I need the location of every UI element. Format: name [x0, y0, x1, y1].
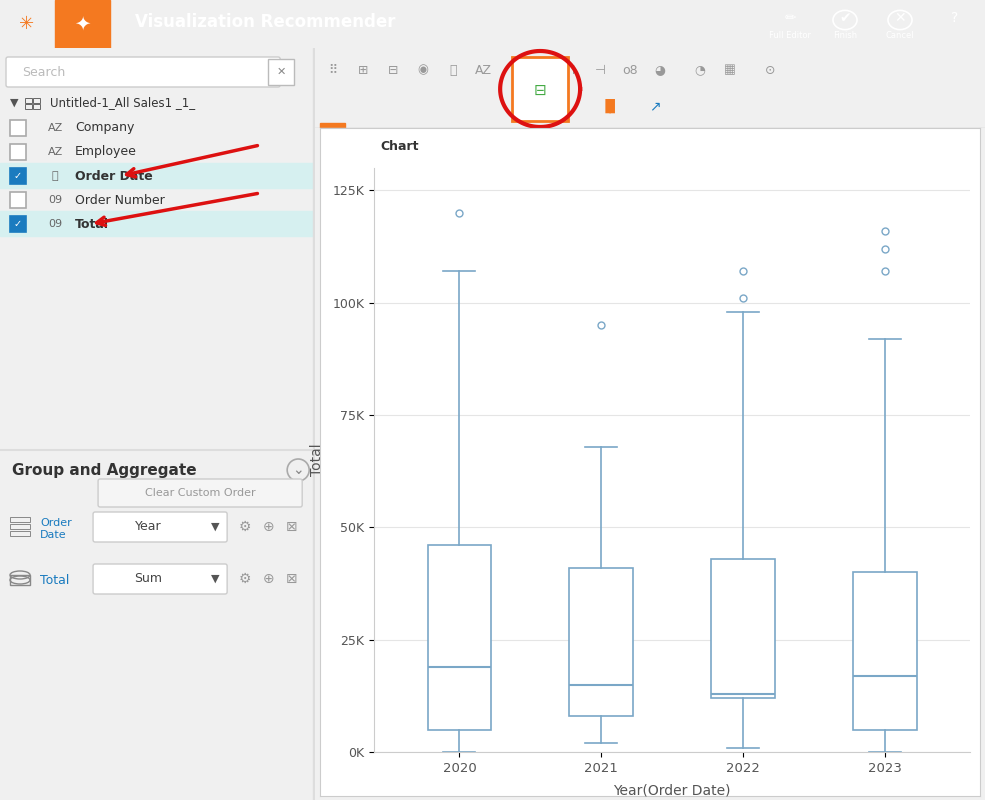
Text: ⊟: ⊟ — [534, 82, 547, 98]
Bar — [10, 524, 30, 529]
Text: ?: ? — [952, 10, 958, 25]
Text: ⊙: ⊙ — [764, 63, 775, 77]
Text: Untitled-1_All Sales1 _1_: Untitled-1_All Sales1 _1_ — [50, 97, 195, 110]
Text: ✕: ✕ — [894, 10, 906, 25]
Bar — [10, 531, 30, 536]
PathPatch shape — [853, 572, 917, 730]
Text: ▐: ▐ — [535, 63, 545, 77]
Text: ⊞: ⊞ — [358, 63, 368, 77]
Text: ✓: ✓ — [14, 219, 22, 229]
Text: Group and Aggregate: Group and Aggregate — [12, 462, 197, 478]
Text: ⧗: ⧗ — [449, 63, 457, 77]
Text: Order
Date: Order Date — [40, 518, 72, 540]
Text: ✔: ✔ — [839, 10, 851, 25]
Text: ◉: ◉ — [418, 63, 428, 77]
Bar — [10, 192, 26, 208]
Text: Order Number: Order Number — [75, 194, 164, 206]
Bar — [10, 144, 26, 160]
PathPatch shape — [569, 568, 633, 716]
Text: ✏: ✏ — [784, 10, 796, 25]
Text: ✕: ✕ — [277, 67, 286, 77]
Text: Company: Company — [75, 122, 134, 134]
Text: ✦: ✦ — [74, 14, 91, 34]
Bar — [320, 123, 345, 128]
Text: Total: Total — [40, 574, 69, 586]
Text: Sum: Sum — [134, 573, 163, 586]
PathPatch shape — [427, 546, 492, 730]
Text: Clear Custom Order: Clear Custom Order — [145, 488, 255, 498]
Text: Year: Year — [135, 521, 162, 534]
Bar — [10, 168, 26, 184]
Text: ↗: ↗ — [649, 99, 661, 113]
FancyBboxPatch shape — [93, 512, 228, 542]
X-axis label: Year(Order Date): Year(Order Date) — [614, 783, 731, 797]
Text: ◔: ◔ — [694, 63, 705, 77]
Text: Employee: Employee — [75, 146, 137, 158]
FancyBboxPatch shape — [512, 57, 568, 121]
Bar — [33, 98, 40, 103]
Text: ✳: ✳ — [20, 15, 34, 33]
Text: AZ: AZ — [475, 63, 492, 77]
Bar — [10, 216, 26, 232]
Text: ⊕: ⊕ — [262, 520, 274, 534]
Text: Visualization Recommender: Visualization Recommender — [135, 14, 396, 31]
Text: ⊠: ⊠ — [286, 520, 297, 534]
Text: Chart: Chart — [380, 141, 419, 154]
Bar — [33, 104, 40, 109]
Bar — [0, 211, 313, 236]
Bar — [10, 120, 26, 136]
Text: ▦: ▦ — [724, 63, 736, 77]
Text: ⊠: ⊠ — [286, 572, 297, 586]
Text: ⊟: ⊟ — [388, 63, 398, 77]
Text: ▼: ▼ — [211, 574, 220, 584]
Bar — [25, 98, 33, 103]
Bar — [313, 48, 315, 800]
Text: Full Editor: Full Editor — [769, 30, 811, 40]
Text: ⌄: ⌄ — [293, 463, 304, 477]
Text: ⚙: ⚙ — [239, 520, 251, 534]
Text: Total: Total — [75, 218, 109, 230]
Text: Search: Search — [22, 66, 65, 78]
Text: ▐▌: ▐▌ — [600, 99, 621, 113]
Text: ▼: ▼ — [211, 522, 220, 532]
Text: ✓: ✓ — [14, 171, 22, 181]
Text: ▼: ▼ — [10, 98, 19, 108]
Bar — [25, 104, 33, 109]
Text: 09: 09 — [48, 195, 62, 205]
Text: ⊕: ⊕ — [262, 572, 274, 586]
Text: Cancel: Cancel — [886, 30, 914, 40]
Bar — [0, 163, 313, 188]
Text: Π: Π — [565, 63, 575, 77]
Text: ⠿: ⠿ — [329, 63, 338, 77]
FancyBboxPatch shape — [6, 57, 280, 87]
Y-axis label: Total: Total — [310, 444, 324, 476]
Bar — [55, 0, 110, 48]
Text: ⊣: ⊣ — [595, 63, 606, 77]
PathPatch shape — [711, 559, 775, 698]
Text: 📅: 📅 — [52, 171, 58, 181]
Text: o8: o8 — [623, 63, 638, 77]
Text: AZ: AZ — [47, 123, 63, 133]
FancyBboxPatch shape — [98, 479, 302, 507]
Text: ⚙: ⚙ — [239, 572, 251, 586]
FancyBboxPatch shape — [93, 564, 228, 594]
Text: 09: 09 — [48, 219, 62, 229]
Bar — [268, 59, 295, 85]
Bar — [10, 517, 30, 522]
Text: ◕: ◕ — [655, 63, 666, 77]
Text: Finish: Finish — [833, 30, 857, 40]
Text: Order Date: Order Date — [75, 170, 153, 182]
Bar — [10, 575, 30, 585]
Text: AZ: AZ — [47, 147, 63, 157]
